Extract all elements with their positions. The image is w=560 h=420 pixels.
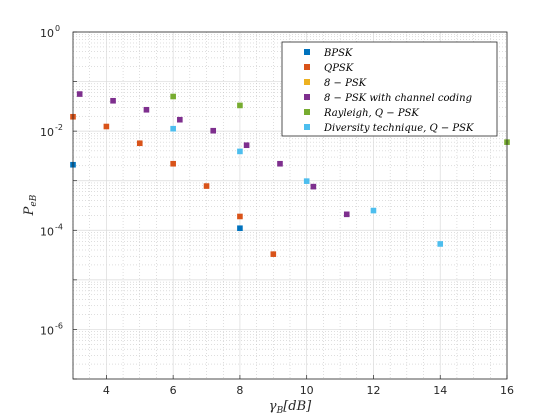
y-tick-exponent: -2	[55, 123, 63, 132]
data-point	[170, 126, 176, 132]
data-point	[170, 94, 176, 100]
data-point	[177, 117, 183, 123]
y-tick-label: 10	[40, 324, 54, 337]
x-tick-label: 10	[300, 384, 314, 397]
data-point	[437, 241, 443, 247]
y-tick-label: 10	[40, 225, 54, 238]
data-point	[104, 124, 110, 130]
data-point	[237, 103, 243, 109]
legend-entry: 8 − PSK with channel coding	[324, 93, 472, 104]
y-axis-label: PeB	[22, 194, 39, 216]
x-tick-label: 8	[236, 384, 243, 397]
data-point	[311, 184, 317, 190]
y-tick-exponent: 0	[55, 24, 60, 33]
legend-marker	[304, 124, 310, 130]
data-point	[304, 178, 310, 184]
legend-marker	[304, 109, 310, 115]
x-tick-label: 4	[103, 384, 110, 397]
legend-entry: 8 − PSK	[324, 78, 367, 89]
x-tick-label: 16	[500, 384, 514, 397]
data-point	[371, 208, 377, 214]
y-tick-label: 10	[40, 126, 54, 139]
x-tick-label: 14	[433, 384, 447, 397]
x-tick-label: 12	[366, 384, 380, 397]
legend-marker	[304, 49, 310, 55]
data-point	[277, 161, 283, 167]
legend-marker	[304, 64, 310, 70]
legend-entry: Diversity technique, Q − PSK	[323, 123, 474, 134]
data-point	[144, 107, 150, 113]
x-axis-label: γB[dB]	[269, 399, 312, 416]
data-point	[170, 161, 176, 167]
data-point	[237, 214, 243, 220]
legend: BPSK QPSK 8 − PSK 8 − PSK with channel codi…	[282, 42, 497, 136]
data-point	[77, 91, 83, 97]
legend-marker	[304, 94, 310, 100]
data-point	[271, 251, 277, 257]
y-tick-exponent: -6	[55, 321, 63, 330]
data-point	[344, 212, 350, 218]
legend-entry: Rayleigh, Q − PSK	[323, 108, 419, 119]
data-point	[204, 183, 210, 189]
data-point	[110, 98, 116, 104]
legend-entry: BPSK	[323, 48, 353, 59]
data-point	[237, 149, 243, 155]
data-point	[237, 225, 243, 231]
legend-box	[282, 42, 497, 136]
x-tick-label: 6	[170, 384, 177, 397]
data-point	[210, 128, 216, 134]
data-point	[244, 142, 250, 148]
y-tick-exponent: -4	[55, 222, 63, 231]
legend-marker	[304, 79, 310, 85]
y-tick-label: 10	[40, 27, 54, 40]
legend-entry: QPSK	[324, 63, 354, 74]
data-point	[137, 140, 143, 146]
